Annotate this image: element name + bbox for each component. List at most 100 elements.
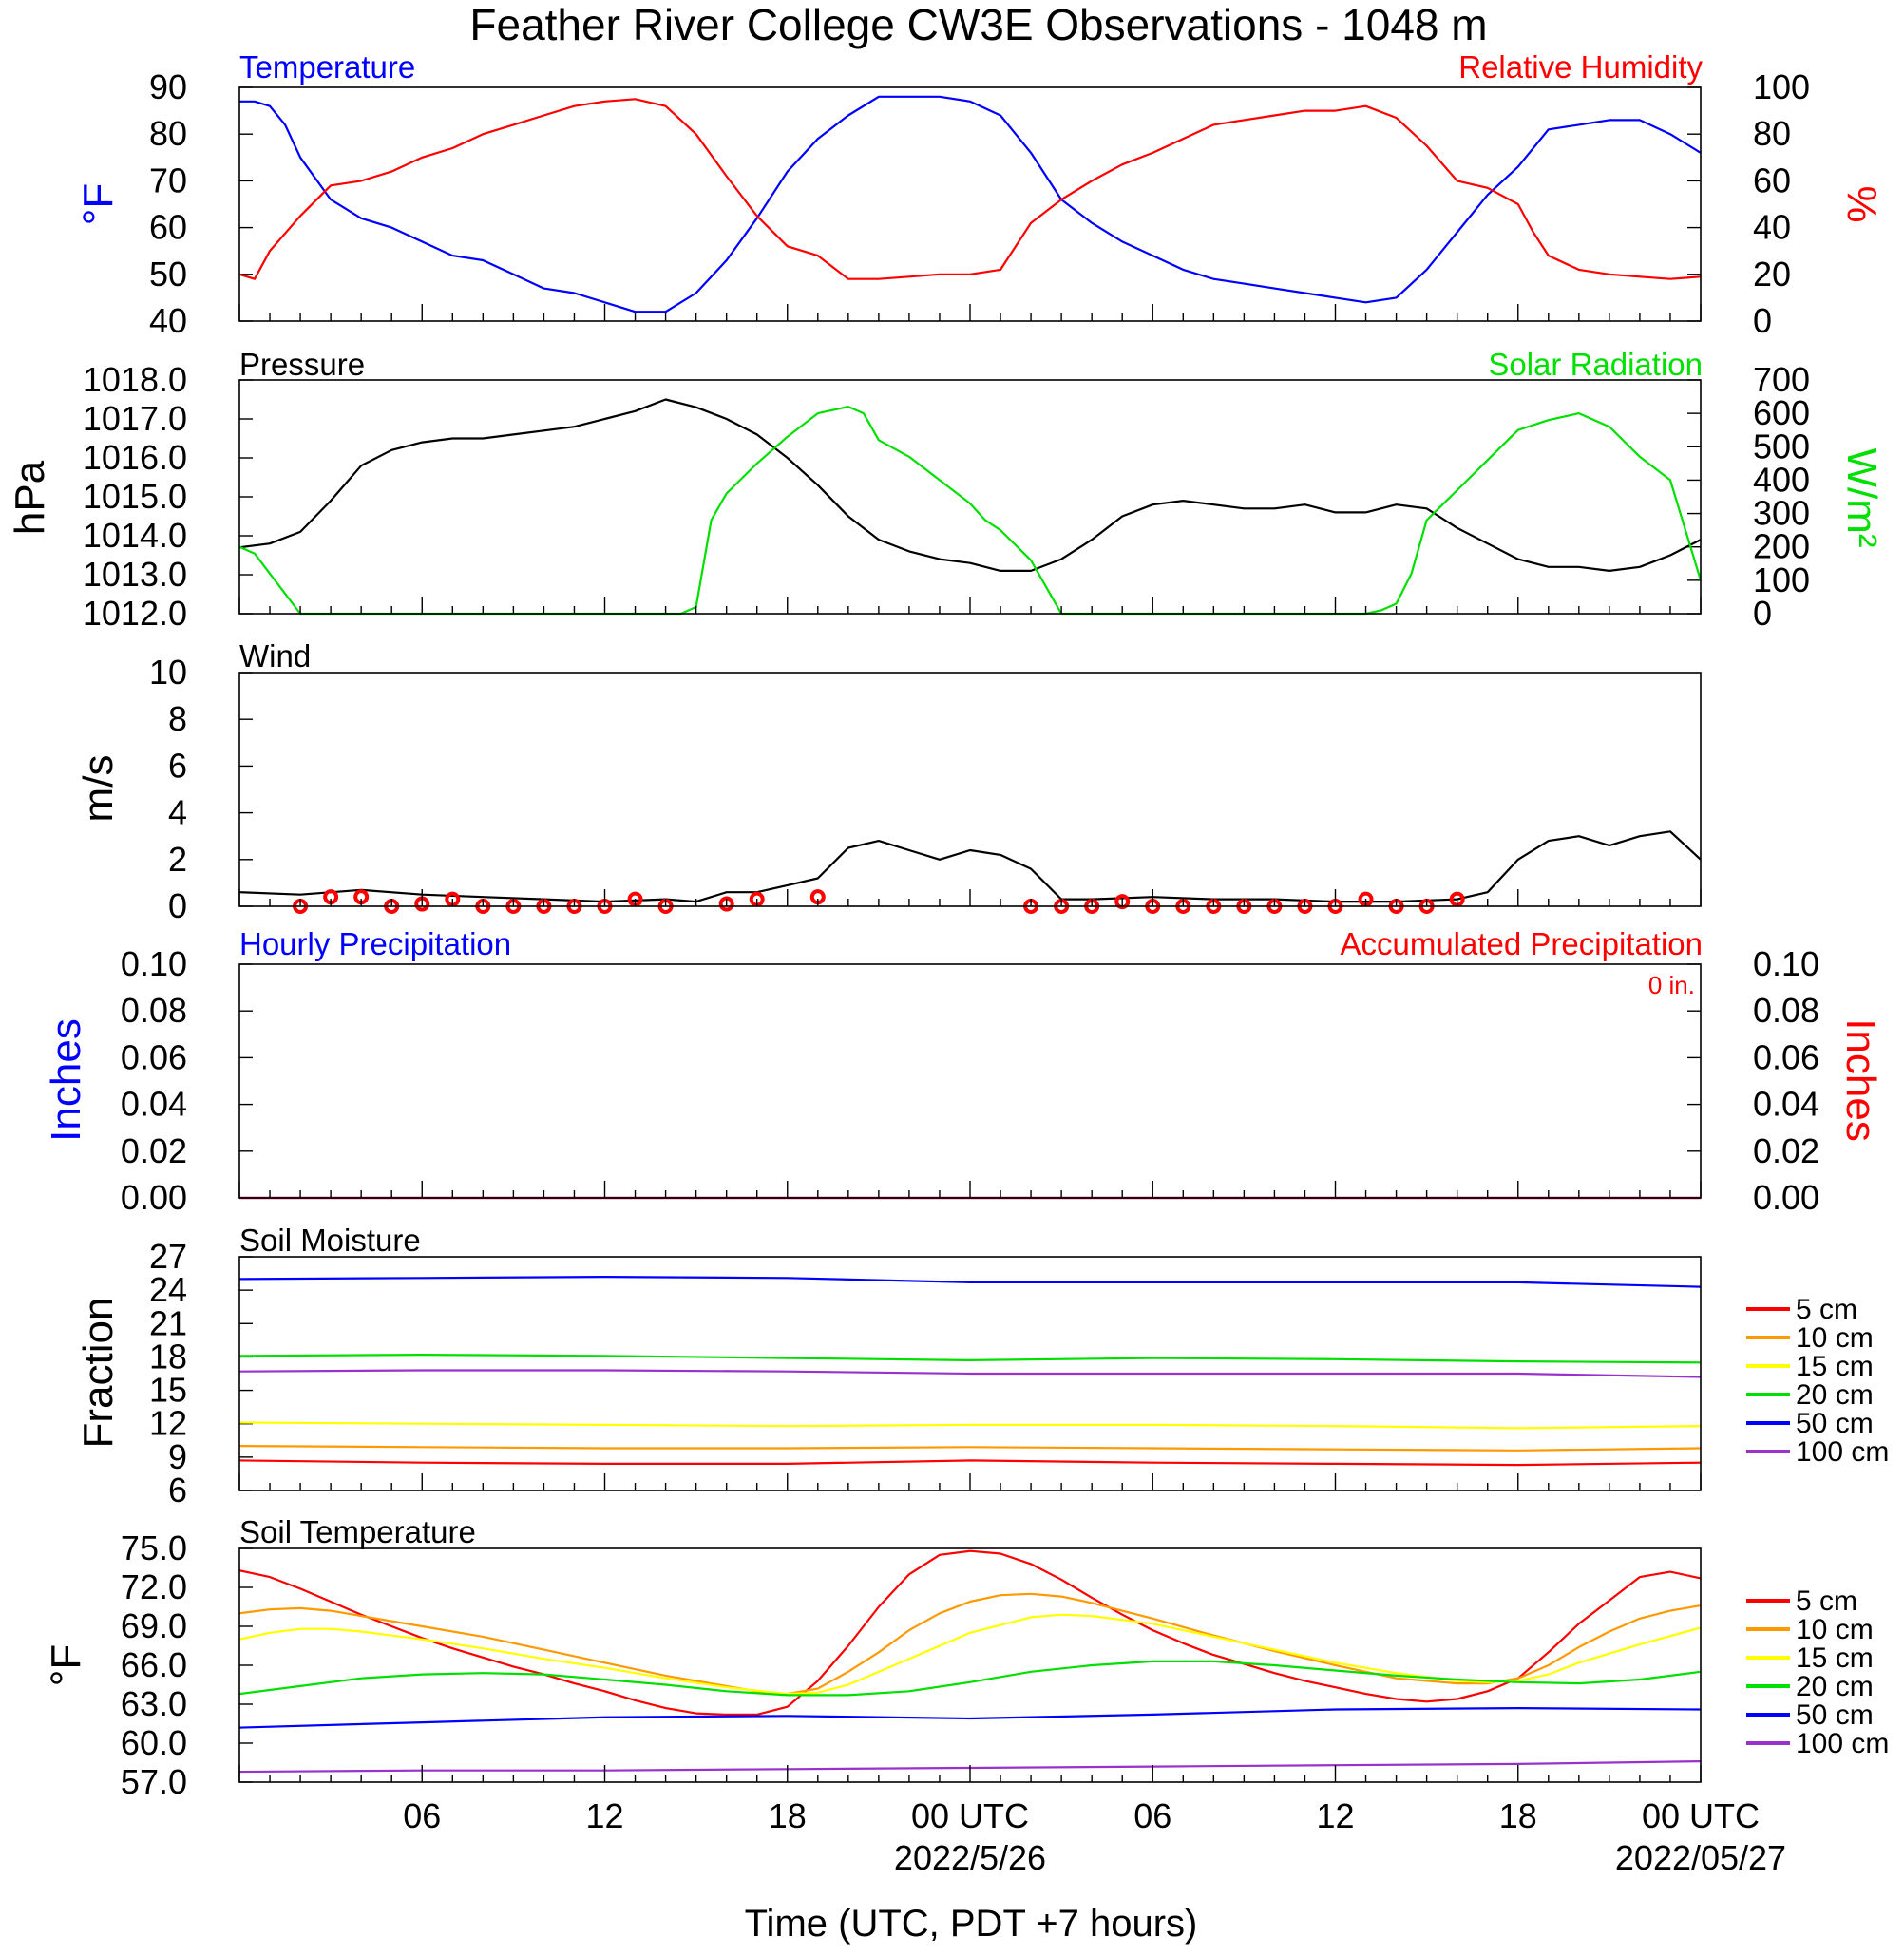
panel-precip: Hourly Precipitation Accumulated Precipi… [43,926,1884,1217]
legend-label: 50 cm [1796,1699,1874,1731]
y-tick-label: 60.0 [121,1723,187,1762]
y-tick-label: 0.00 [121,1178,187,1217]
y-tick-label: 0.10 [1753,944,1819,983]
pressure-title: Pressure [239,347,365,382]
series-line-5-cm [238,1459,1702,1467]
y-tick-label: 400 [1753,460,1810,499]
accumulated-precip-title: Accumulated Precipitation [1340,926,1703,961]
chart-title: Feather River College CW3E Observations … [469,0,1487,49]
series-line-5-cm [238,1549,1702,1717]
precip-right-ticks: 0.00 0.02 0.04 0.06 0.08 0.10 [1687,944,1819,1217]
soil-temp-title: Soil Temperature [239,1514,476,1549]
y-tick-label: 500 [1753,427,1810,465]
y-tick-label: 1014.0 [83,516,187,555]
y-tick-label: 4 [168,793,187,832]
legend-label: 15 cm [1796,1642,1874,1674]
y-tick-label: 0.08 [1753,991,1819,1030]
x-tick-label: 12 [585,1796,623,1835]
panel-soil-temp: Soil Temperature °F 57.060.063.066.069.0… [43,1514,1889,1801]
y-tick-label: 66.0 [121,1645,187,1684]
temperature-title: Temperature [239,49,415,85]
y-tick-label: 9 [168,1437,187,1476]
relative-humidity-title: Relative Humidity [1458,49,1703,85]
x-tick-label: 06 [403,1796,441,1835]
y-tick-label: 20 [1753,255,1791,294]
y-tick-label: 0.04 [1753,1085,1819,1124]
y-tick-label: 600 [1753,393,1810,432]
y-tick-label: 200 [1753,527,1810,566]
x-date-label: 2022/5/26 [894,1838,1046,1877]
soil-moisture-ylabel: Fraction [75,1298,122,1449]
wind-marker [1114,894,1131,910]
precip-total-label: 0 in. [1648,971,1695,999]
y-tick-label: 6 [168,1471,187,1509]
y-tick-label: 80 [1753,114,1791,153]
hourly-precip-ylabel: Inches [43,1018,89,1142]
y-tick-label: 40 [1753,208,1791,247]
y-tick-label: 40 [149,301,187,340]
y-tick-label: 27 [149,1237,187,1276]
y-tick-label: 0 [1753,301,1772,340]
y-tick-label: 0.02 [121,1131,187,1170]
y-tick-label: 300 [1753,494,1810,533]
soil-temp-ylabel: °F [43,1644,89,1686]
y-tick-label: 70 [149,161,187,199]
rh-ylabel: % [1838,185,1885,222]
series-line-wind [238,830,1702,903]
y-tick-label: 80 [149,114,187,153]
y-tick-label: 12 [149,1404,187,1443]
wind-ticks: 0 2 4 6 8 10 [149,653,253,925]
y-tick-label: 1015.0 [83,477,187,516]
y-tick-label: 15 [149,1371,187,1410]
legend-label: 100 cm [1796,1436,1889,1468]
x-tick-label: 00 UTC [911,1796,1029,1835]
series-line-10-cm [238,1592,1702,1696]
y-tick-label: 50 [149,255,187,294]
series-line-pressure [238,398,1702,573]
y-tick-label: 21 [149,1303,187,1342]
series-line-20-cm [238,1660,1702,1697]
x-tick-label: 00 UTC [1642,1796,1760,1835]
legend-label: 20 cm [1796,1379,1874,1411]
y-tick-label: 60 [149,208,187,247]
series-line-relative-humidity [238,98,1702,280]
hourly-precip-title: Hourly Precipitation [239,926,511,961]
series-line-15-cm [238,1613,1702,1696]
pressure-ylabel: hPa [7,460,53,535]
series-line-15-cm [238,1421,1702,1430]
soil-temp-lines [238,1549,1702,1774]
legend-label: 5 cm [1796,1294,1857,1325]
y-tick-label: 1013.0 [83,555,187,594]
y-tick-label: 0.06 [121,1037,187,1076]
y-tick-label: 10 [149,653,187,692]
y-tick-label: 60 [1753,161,1791,199]
y-tick-label: 57.0 [121,1762,187,1801]
legend-label: 50 cm [1796,1408,1874,1439]
x-date-label: 2022/05/27 [1615,1838,1786,1877]
x-tick-label: 12 [1316,1796,1354,1835]
y-tick-label: 6 [168,746,187,785]
y-tick-label: 0.02 [1753,1131,1819,1170]
legend-label: 20 cm [1796,1671,1874,1702]
temp-rh-lines [238,95,1702,313]
y-tick-label: 0.04 [121,1085,187,1124]
y-tick-label: 75.0 [121,1528,187,1567]
y-tick-label: 1016.0 [83,438,187,477]
x-tick-label: 18 [769,1796,807,1835]
x-axis-label: Time (UTC, PDT +7 hours) [745,1903,1198,1945]
y-tick-label: 24 [149,1270,187,1309]
y-tick-label: 72.0 [121,1567,187,1606]
soil-moisture-title: Soil Moisture [239,1223,421,1258]
y-tick-label: 18 [149,1337,187,1376]
y-tick-label: 8 [168,699,187,738]
soil-moisture-lines [238,1275,1702,1467]
temperature-ylabel: °F [75,183,122,225]
x-tick-label: 06 [1133,1796,1171,1835]
solar-radiation-title: Solar Radiation [1488,347,1703,382]
wind-title: Wind [239,638,311,674]
